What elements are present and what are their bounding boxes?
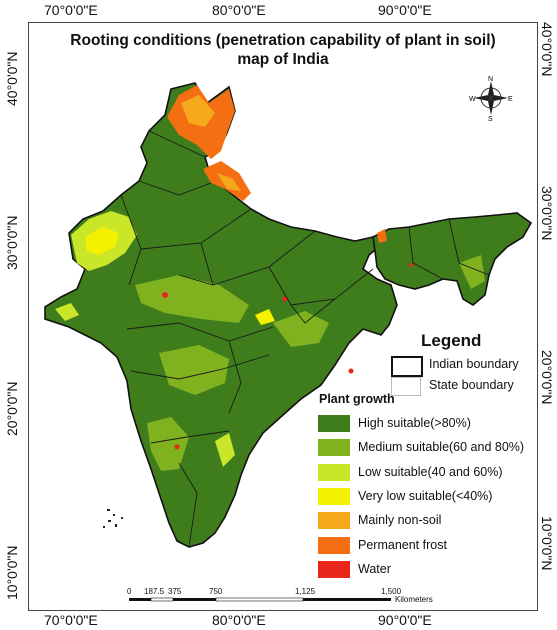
legend-class-label: Very low suitable(<40%) (358, 488, 493, 503)
compass-rose-icon (474, 81, 508, 115)
scale-bar (129, 597, 391, 602)
water-body (162, 292, 168, 298)
right-tick-40n: 40°0'0"N (539, 22, 555, 77)
legend-class-label: Medium suitable(60 and 80%) (358, 440, 525, 455)
ghats-medium-region (147, 417, 189, 471)
scale-tick-2: 375 (168, 587, 182, 596)
legend-class-swatch (318, 487, 350, 505)
legend-class-label: Water (358, 561, 391, 576)
scale-tick-1: 187.5 (144, 587, 165, 596)
map-subtitle: map of India (237, 51, 329, 68)
left-tick-40n: 40°0'0"N (4, 51, 20, 107)
bottom-tick-70e: 70°0'0"E (44, 612, 98, 628)
kashmir-nonsoil-region (181, 95, 215, 127)
top-tick-90e: 90°0'0"E (378, 2, 432, 18)
legend-class-swatch (318, 463, 350, 481)
left-tick-10n: 10°0'0"N (4, 545, 20, 601)
water-body (409, 263, 413, 267)
scale-tick-3: 750 (209, 587, 223, 596)
india-map: N S E W (44, 76, 533, 602)
compass-s: S (488, 116, 493, 123)
legend-class-swatch (318, 536, 350, 554)
coast-low-region (215, 433, 235, 467)
indian-boundary-label: Indian boundary (429, 357, 519, 371)
himachal-nonsoil-region (217, 173, 241, 191)
legend-class-label: Mainly non-soil (358, 513, 442, 528)
legend-class-label: Low suitable(40 and 60%) (358, 464, 503, 479)
thar-verylow-region (85, 227, 119, 255)
legend-class-swatch (318, 560, 350, 578)
eastern-medium-region (273, 311, 329, 347)
legend-title: Legend (421, 331, 482, 350)
northeast-medium-region (459, 255, 485, 289)
kutch-low-region (55, 303, 79, 321)
indian-boundary-swatch (391, 356, 423, 377)
legend-class-swatch (318, 512, 350, 530)
top-tick-70e: 70°0'0"E (44, 2, 98, 18)
left-tick-20n: 20°0'0"N (4, 381, 20, 437)
compass-n: N (488, 76, 493, 83)
right-tick-30n: 30°0'0"N (539, 186, 555, 241)
northeast-landmass (372, 212, 533, 306)
andaman-islands (103, 509, 123, 528)
state-boundaries (120, 130, 490, 548)
right-tick-10n: 10°0'0"N (539, 516, 555, 571)
scale-unit: Kilometers (395, 595, 433, 604)
legend-class-label: High suitable(>80%) (358, 416, 471, 430)
legend-class-swatch (318, 439, 350, 457)
legend-class-label: Permanent frost (358, 537, 447, 552)
legend-class-swatch (318, 415, 350, 432)
scale-tick-4: 1,125 (295, 587, 316, 596)
water-body (282, 296, 288, 302)
state-boundary-swatch (391, 377, 421, 396)
plant-growth-title: Plant growth (319, 392, 395, 406)
compass-w: W (469, 96, 476, 103)
scale-tick-5: 1,500 (381, 587, 402, 596)
sikkim-frost-region (377, 229, 387, 243)
deccan-medium-region (159, 345, 229, 395)
bottom-tick-80e: 80°0'0"E (212, 612, 266, 628)
water-body (348, 368, 354, 374)
left-tick-30n: 30°0'0"N (4, 215, 20, 271)
central-medium-region (135, 275, 249, 323)
state-boundary-label: State boundary (429, 378, 514, 392)
scale-tick-0: 0 (127, 587, 132, 596)
map-title: Rooting conditions (penetration capabili… (70, 32, 496, 49)
map-frame: N S E W Rooting conditions (penetration … (28, 22, 538, 611)
bottom-tick-90e: 90°0'0"E (378, 612, 432, 628)
top-tick-80e: 80°0'0"E (212, 2, 266, 18)
central-verylow-region (255, 309, 275, 325)
water-body (174, 444, 180, 450)
right-tick-20n: 20°0'0"N (539, 350, 555, 405)
compass-e: E (508, 96, 513, 103)
